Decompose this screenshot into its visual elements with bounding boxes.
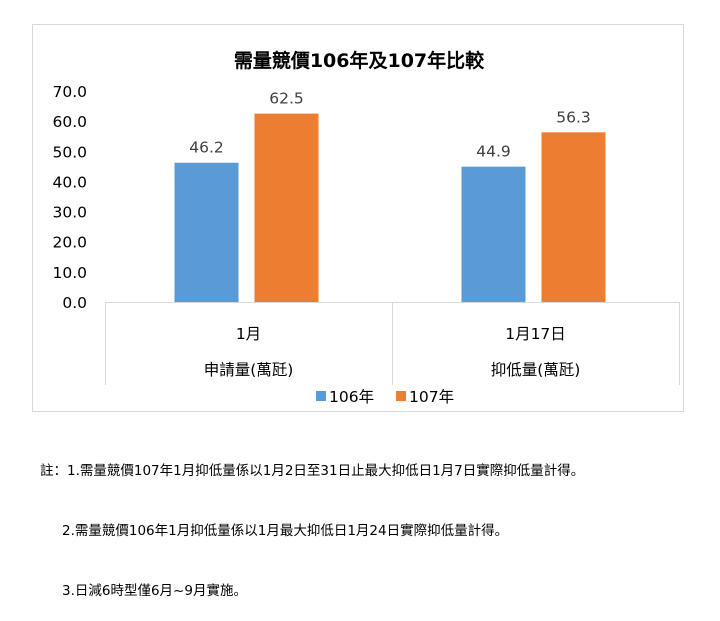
bar-107年-1 <box>541 132 606 302</box>
bar-106年-1 <box>461 166 526 302</box>
y-tick-label: 10.0 <box>52 264 87 282</box>
y-tick-label: 50.0 <box>52 143 87 161</box>
footnote-2: 2.需量競價106年1月抑低量係以1月最大抑低日1月24日實際抑低量計得。 <box>62 523 509 539</box>
chart-title: 需量競價106年及107年比較 <box>234 49 485 72</box>
bar-107年-0 <box>254 113 319 302</box>
legend-swatch <box>396 391 406 401</box>
data-label: 44.9 <box>476 143 511 161</box>
footnote-1: 註：1.需量競價107年1月抑低量係以1月2日至31日止最大抑低日1月7日實際抑… <box>40 463 585 479</box>
y-tick-label: 40.0 <box>52 173 87 191</box>
y-tick-label: 20.0 <box>52 234 87 252</box>
data-label: 56.3 <box>556 108 591 126</box>
y-tick-label: 70.0 <box>52 83 87 101</box>
category-label: 1月 <box>236 325 261 343</box>
legend-swatch <box>316 391 326 401</box>
footnotes: 註：1.需量競價107年1月抑低量係以1月2日至31日止最大抑低日1月7日實際抑… <box>40 421 584 621</box>
bar-chart: 需量競價106年及107年比較 0.0 10.0 20.0 30.0 40.0 50.0 6… <box>52 49 680 406</box>
y-tick-label: 60.0 <box>52 113 87 131</box>
category-label: 1月17日 <box>505 325 566 343</box>
data-label: 46.2 <box>189 139 224 157</box>
category-group-label: 抑低量(萬瓩) <box>491 361 581 379</box>
bar-106年-0 <box>174 162 239 302</box>
category-group-label: 申請量(萬瓩) <box>204 361 294 379</box>
data-label: 62.5 <box>269 90 304 108</box>
legend: 106年 107年 <box>316 388 454 406</box>
legend-label: 107年 <box>409 388 454 406</box>
y-tick-label: 30.0 <box>52 204 87 222</box>
y-axis: 0.0 10.0 20.0 30.0 40.0 50.0 60.0 70.0 <box>52 83 87 312</box>
legend-label: 106年 <box>329 388 374 406</box>
footnote-3: 3.日減6時型僅6月~9月實施。 <box>62 583 247 599</box>
bars: 46.2 44.9 62.5 56.3 <box>174 90 606 302</box>
chart-area: 需量競價106年及107年比較 0.0 10.0 20.0 30.0 40.0 50.0 6… <box>32 24 684 412</box>
y-tick-label: 0.0 <box>62 294 87 312</box>
